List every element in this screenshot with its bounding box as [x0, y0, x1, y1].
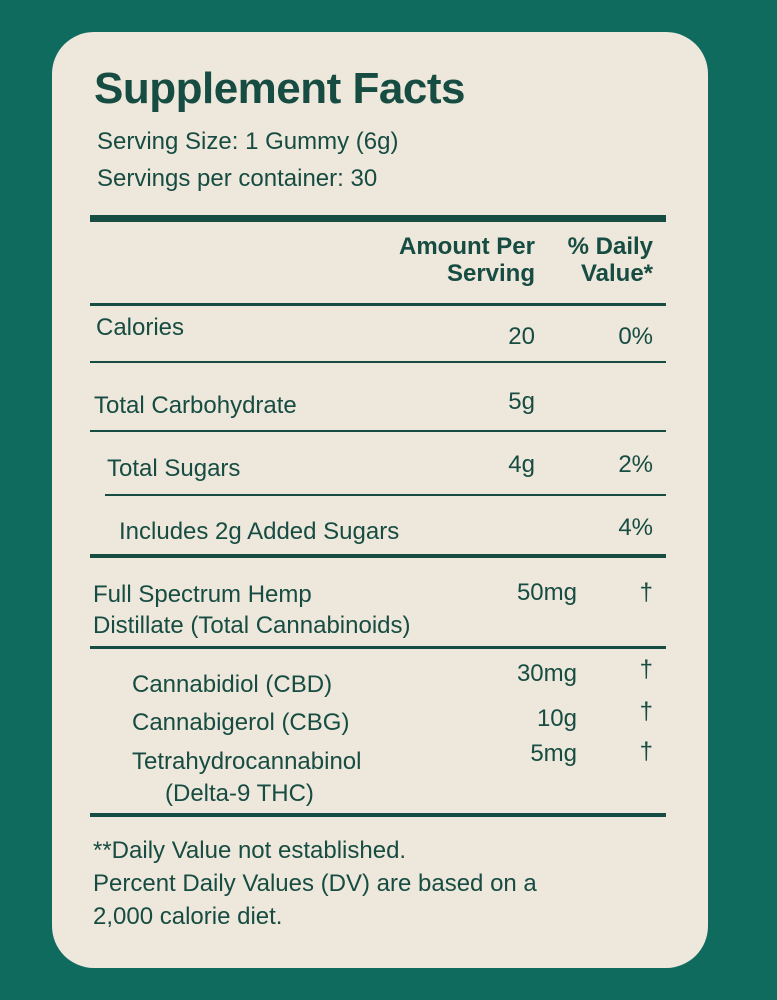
header-amount: Serving — [446, 260, 535, 287]
divider — [90, 430, 666, 432]
header-daily-value: Value* — [580, 260, 653, 287]
divider — [90, 646, 666, 649]
row-label: Cannabigerol (CBG) — [132, 709, 350, 736]
row-label: Calories — [96, 314, 185, 341]
footnote: **Daily Value not established. — [93, 837, 407, 864]
divider — [90, 303, 666, 306]
divider — [90, 554, 666, 558]
row-amount: 10g — [536, 705, 577, 732]
row-amount: 4g — [508, 451, 535, 478]
row-label: Tetrahydrocannabinol — [132, 748, 362, 775]
row-amount: 20 — [508, 323, 535, 350]
row-dv: † — [639, 698, 653, 725]
row-label: (Delta-9 THC) — [165, 780, 314, 807]
header-amount: Amount Per — [398, 233, 535, 260]
row-dv: † — [639, 579, 653, 606]
row-label: Cannabidiol (CBD) — [132, 671, 333, 698]
row-label: Total Sugars — [107, 455, 241, 482]
row-amount: 30mg — [516, 660, 577, 687]
servings-per-container: Servings per container: 30 — [97, 165, 378, 192]
divider — [105, 494, 666, 496]
row-label: Full Spectrum Hemp — [93, 581, 312, 608]
divider — [90, 813, 666, 817]
row-amount: 5mg — [530, 740, 577, 767]
row-label: Total Carbohydrate — [94, 392, 297, 419]
divider — [90, 215, 666, 222]
row-dv: † — [639, 656, 653, 683]
row-amount: 5g — [508, 388, 535, 415]
row-dv: 4% — [618, 514, 653, 541]
divider — [90, 361, 666, 363]
footnote: Percent Daily Values (DV) are based on a — [93, 870, 537, 897]
header-daily-value: % Daily — [567, 233, 653, 260]
footnote: 2,000 calorie diet. — [93, 903, 283, 930]
row-label: Distillate (Total Cannabinoids) — [93, 612, 411, 639]
row-dv: 0% — [618, 323, 653, 350]
row-dv: 2% — [618, 451, 653, 478]
row-dv: † — [639, 738, 653, 765]
row-label: Includes 2g Added Sugars — [119, 518, 400, 545]
serving-size: Serving Size: 1 Gummy (6g) — [97, 128, 399, 155]
supplement-facts-panel — [52, 32, 708, 968]
row-amount: 50mg — [516, 579, 577, 606]
title: Supplement Facts — [94, 64, 465, 113]
